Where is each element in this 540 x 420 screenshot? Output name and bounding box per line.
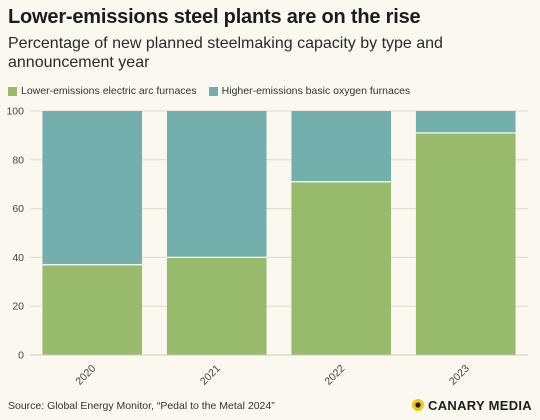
source-note: Source: Global Energy Monitor, “Pedal to… (8, 400, 275, 412)
x-tick-label-2020: 2020 (73, 363, 98, 388)
bar-2022-electric-arc (291, 181, 392, 355)
legend-item-electric-arc: Lower-emissions electric arc furnaces (8, 85, 197, 97)
legend-swatch-basic-oxygen (208, 86, 218, 96)
x-tick-label-2022: 2022 (322, 363, 347, 388)
brand: CANARY MEDIA (412, 396, 532, 414)
bar-2022-basic-oxygen (291, 111, 392, 182)
bar-2020-electric-arc (42, 264, 143, 355)
bar-2021-basic-oxygen (166, 111, 267, 258)
bar-2023-basic-oxygen (415, 111, 516, 133)
x-tick-label-2023: 2023 (447, 363, 472, 388)
canary-logo-icon (412, 399, 424, 411)
legend-label-electric-arc: Lower-emissions electric arc furnaces (21, 85, 197, 97)
chart-title: Lower-emissions steel plants are on the … (8, 6, 421, 28)
y-tick-label-100: 100 (6, 106, 24, 118)
stacked-bar-chart: 0 20 40 60 80 100 2020 2021 2022 2023 (6, 106, 528, 388)
bar-2020-basic-oxygen (42, 111, 143, 265)
x-tick-label-2021: 2021 (198, 363, 223, 388)
bar-2023-electric-arc (415, 132, 516, 355)
y-tick-label-80: 80 (12, 154, 24, 166)
y-tick-label-20: 20 (12, 301, 24, 313)
legend-item-basic-oxygen: Higher-emissions basic oxygen furnaces (208, 85, 411, 97)
legend-swatch-electric-arc (8, 86, 17, 96)
legend: Lower-emissions electric arc furnaces Hi… (8, 84, 422, 98)
legend-label-basic-oxygen: Higher-emissions basic oxygen furnaces (221, 85, 411, 97)
chart-subtitle: Percentage of new planned steelmaking ca… (8, 35, 443, 71)
brand-name: CANARY MEDIA (428, 397, 532, 413)
bar-2021-electric-arc (166, 257, 267, 355)
y-tick-label-60: 60 (12, 203, 24, 215)
y-tick-label-0: 0 (18, 350, 24, 362)
y-tick-label-40: 40 (12, 252, 24, 264)
